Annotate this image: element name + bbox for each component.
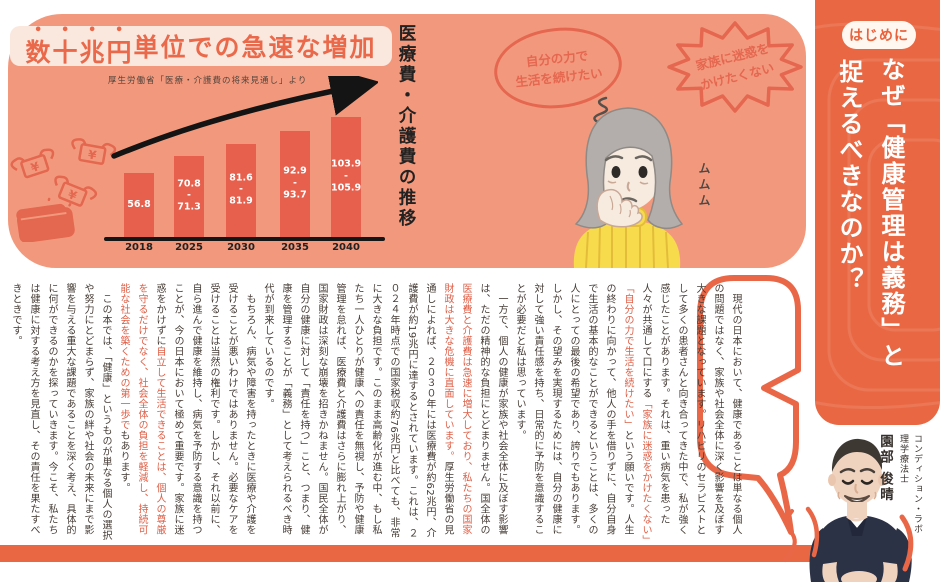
bar-value-label: 103.9-105.9 [331,158,362,194]
bar-value-label: 81.6-81.9 [229,171,253,207]
x-axis-tick: 2040 [332,242,360,253]
body-run: もあります。 [118,430,129,493]
intro-panel: はじめに なぜ「健康管理は義務」と 捉えるべきなのか？ [815,0,940,425]
bar-2030: 81.6-81.9 [226,144,256,237]
body-run: 現代の日本において、健康であることは単なる個人の問題ではなく、家族や社会全体に深… [640,283,741,535]
body-highlight-text: 自立して生活できることは、個人の尊厳を守るだけでなく、社会全体の負担を軽減し、持… [118,283,165,535]
x-axis-tick: 2030 [227,242,255,253]
body-run: もちろん、病気や障害を持ったときに医療や介護を受けることが悪いわけではありません… [154,283,255,535]
body-paragraph: もちろん、病気や障害を持ったときに医療や介護を受けることが悪いわけではありません… [114,283,258,541]
body-run: 一方で、個人の健康が家族や社会全体に及ぼす影響は、ただの精神的な負担にとどまりま… [478,283,507,535]
bar-2025: 70.8-71.3 [174,156,204,237]
burst-outline-icon [667,21,803,113]
body-paragraph: 現代の日本において、健康であることは単なる個人の問題ではなく、家族や社会全体に深… [510,283,744,541]
author-credentials: コンディション・ラボ 理学療法士 園部 俊晴 [874,434,924,538]
author-credential: 理学療法士 [898,434,908,484]
chart-headline-emphasized: 数十兆円 [25,38,134,67]
svg-text:¥: ¥ [87,147,98,162]
x-axis-tick: 2018 [125,242,153,253]
bar-value-label: 56.8 [127,198,151,210]
chart-headline-banner: 数十兆円 単位での急速な増加 [10,26,392,67]
body-run: 厚生労働省の見通しによれば、２０３０年には医療費が約62兆円、介護費が約19兆円… [262,283,453,539]
rising-trend-arrow-icon [111,76,378,159]
bar-2018: 56.8 [124,173,154,237]
flying-money-wallet-icon: ¥ ¥ ¥ [10,138,117,242]
bar-value-label: 92.9-93.7 [283,165,307,201]
intro-title: なぜ「健康管理は義務」と 捉えるべきなのか？ [828,57,912,419]
x-axis-tick: 2025 [175,242,203,253]
bubble-self-reliance-text: 自分の力で 生活を続けたい [514,47,604,90]
body-run: この本では、「健康」というものが単なる個人の選択や努力にとどまらず、家族の絆や社… [10,283,111,541]
body-highlight-text: 医療費と介護費は急速に増大しており、私たちの国家財政は大きな危機に直面しています… [442,283,471,535]
emphasis-strokes-icon [783,506,914,572]
chart-axis-title: 医療費・介護費の推移 [396,24,416,229]
bar-value-label: 70.8-71.3 [177,177,201,213]
intro-title-line1: なぜ「健康管理は義務」と [877,57,905,369]
intro-title-line2: 捉えるべきなのか？ [835,59,863,293]
chart-headline-rest: 単位での急速な増加 [133,33,377,62]
chart-year-labels: 2018 2025 2030 2035 2040 [104,242,386,256]
body-paragraph: 一方で、個人の健康が家族や社会全体に及ぼす影響は、ただの精神的な負担にとどまりま… [258,283,510,541]
x-axis-tick: 2035 [281,242,309,253]
intro-badge: はじめに [842,21,916,49]
chart-source-note: 厚生労働省「医療・介護費の将来見通し」より [108,76,308,86]
bar-2040: 103.9-105.9 [331,117,361,237]
body-paragraph: この本では、「健康」というものが単なる個人の選択や努力にとどまらず、家族の絆や社… [6,283,114,541]
author-organization: コンディション・ラボ [912,434,922,534]
body-text: 現代の日本において、健康であることは単なる個人の問題ではなく、家族や社会全体に深… [10,283,744,541]
author-photo [809,438,912,582]
body-run: という願いです。人生の終わりに向かって、他人の手を借りずに、自分自身で生活の基本… [514,283,633,535]
chart-baseline [104,237,385,241]
mumble-text: ムムム [697,162,711,210]
bottom-accent-strip [0,545,812,562]
bar-2035: 92.9-93.7 [280,131,310,237]
bar-chart: 56.8 70.8-71.3 81.6-81.9 92.9-93.7 103.9-105… [104,96,386,237]
speech-bubble-burst: 家族に迷惑を かけたくない [664,18,806,116]
worried-elder-illustration [573,96,684,268]
author-name: 園部 俊晴 [877,434,893,503]
body-highlight-text: 「家族に迷惑をかけたくない」「自分の力で生活を続けたい」 [622,283,651,541]
